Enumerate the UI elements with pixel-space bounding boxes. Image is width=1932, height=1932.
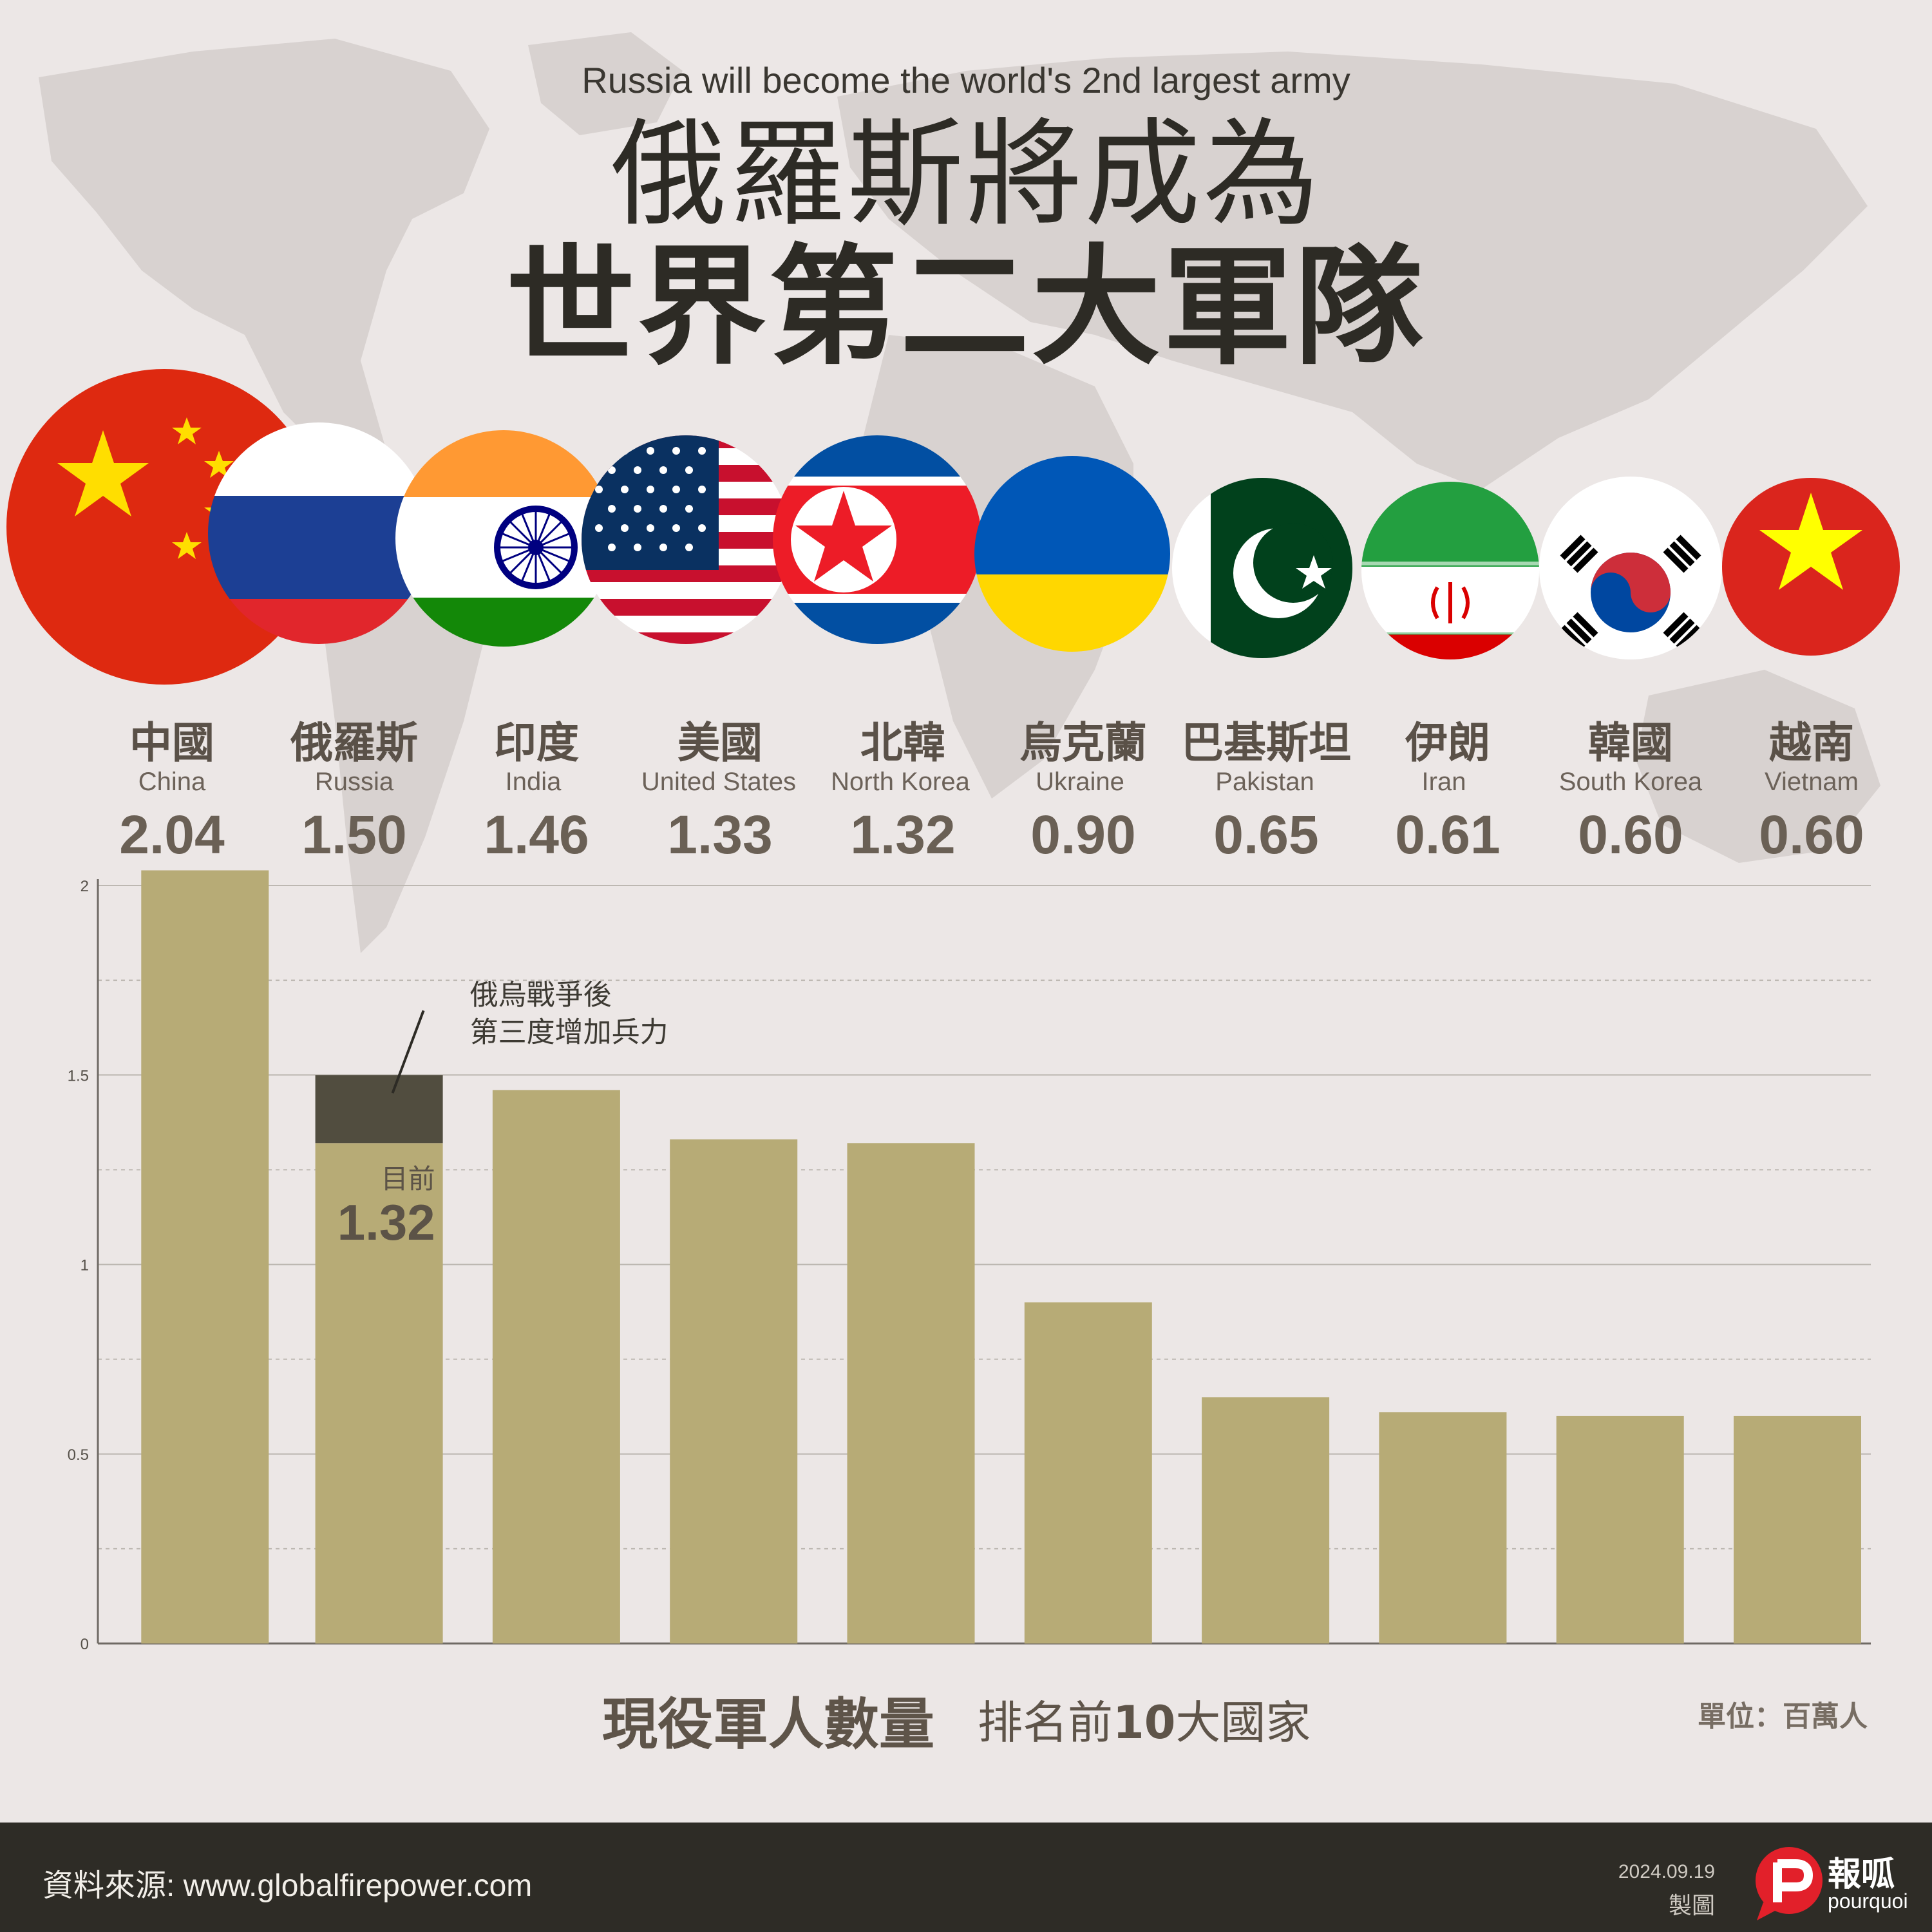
caption-sub: 排名前10大國家 [978,1687,1311,1752]
country-value: 1.32 [850,804,956,865]
country-label-en: Ukraine [1036,768,1124,796]
country-label-en: Pakistan [1215,768,1314,796]
annotation-text-line1: 俄烏戰爭後 [470,978,612,1011]
country-label-zh: 韓國 [1588,718,1673,768]
country-label-zh: 印度 [494,718,579,768]
country-value: 0.90 [1030,804,1136,865]
current-value: 1.32 [337,1194,435,1251]
country-value: 0.61 [1395,804,1501,865]
made-by-text: 製圖 [1668,1893,1715,1919]
chart-caption: 現役軍人數量 排名前10大國家 單位：百萬人 [0,1671,1932,1757]
country-label-en: United States [641,768,797,796]
bar [1024,1302,1152,1643]
country-value: 1.46 [484,804,589,865]
brand-name-en: pourquoi [1828,1889,1908,1913]
country-value: 2.04 [119,804,225,865]
bar [315,1143,443,1643]
country-value: 0.60 [1759,804,1864,865]
country-value: 1.50 [301,804,407,865]
country-label-en: South Korea [1558,768,1703,796]
bar [847,1143,975,1643]
country-label-zh: 越南 [1769,718,1854,768]
footer-bar: 資料來源: www.globalfirepower.com 2024.09.19… [0,1823,1932,1932]
y-tick-label: 1.5 [68,1067,89,1084]
country-label-zh: 美國 [677,718,762,768]
country-label-en: China [138,768,206,796]
annotation-text-line2: 第三度增加兵力 [470,1016,668,1048]
bar-increase-segment [315,1075,443,1144]
bar [492,1090,620,1643]
bar [141,870,269,1643]
south-korea-flag [1539,477,1722,659]
country-label-en: Vietnam [1764,768,1859,796]
bar [1202,1397,1330,1643]
vietnam-flag [1722,478,1900,656]
unit-label: 單位：百萬人 [1698,1700,1868,1733]
date-text: 2024.09.19 [1618,1861,1715,1882]
y-tick-label: 0.5 [68,1446,89,1464]
flag-row [6,369,1900,685]
y-tick-label: 1 [80,1257,89,1274]
country-label-en: India [505,768,562,796]
country-value: 0.65 [1213,804,1319,865]
country-label-en: Iran [1421,768,1466,796]
bar [1379,1412,1507,1643]
country-label-zh: 俄羅斯 [290,718,418,768]
caption-sub-prefix: 排名前 [978,1696,1113,1749]
bar [1734,1416,1861,1643]
y-tick-label: 0 [80,1636,89,1653]
y-tick-label: 2 [80,878,89,895]
title-line-2: 世界第二大軍隊 [506,232,1426,383]
subtitle: Russia will become the world's 2nd large… [582,60,1350,100]
annotation-leader-line [391,1010,425,1094]
title-line-1: 俄羅斯將成為 [610,108,1321,242]
caption-main: 現役軍人數量 [602,1692,934,1757]
brand-name-zh: 報呱 [1828,1855,1895,1894]
country-label-zh: 烏克蘭 [1019,718,1147,768]
country-label-en: Russia [314,768,394,796]
source-text: 資料來源: www.globalfirepower.com [43,1869,533,1903]
bar [670,1139,798,1643]
caption-sub-suffix: 大國家 [1175,1696,1311,1749]
country-label-zh: 巴基斯坦 [1181,718,1351,768]
country-label-zh: 中國 [129,718,214,768]
bar [1556,1416,1684,1643]
country-label-en: North Korea [831,768,970,796]
pourquoi-logo-icon [1756,1847,1823,1920]
caption-sub-number: 10 [1113,1696,1176,1749]
country-label-zh: 北韓 [860,718,945,768]
current-label: 目前 [381,1163,435,1195]
country-value: 0.60 [1578,804,1683,865]
country-value: 1.33 [667,804,773,865]
country-label-zh: 伊朗 [1405,718,1490,768]
